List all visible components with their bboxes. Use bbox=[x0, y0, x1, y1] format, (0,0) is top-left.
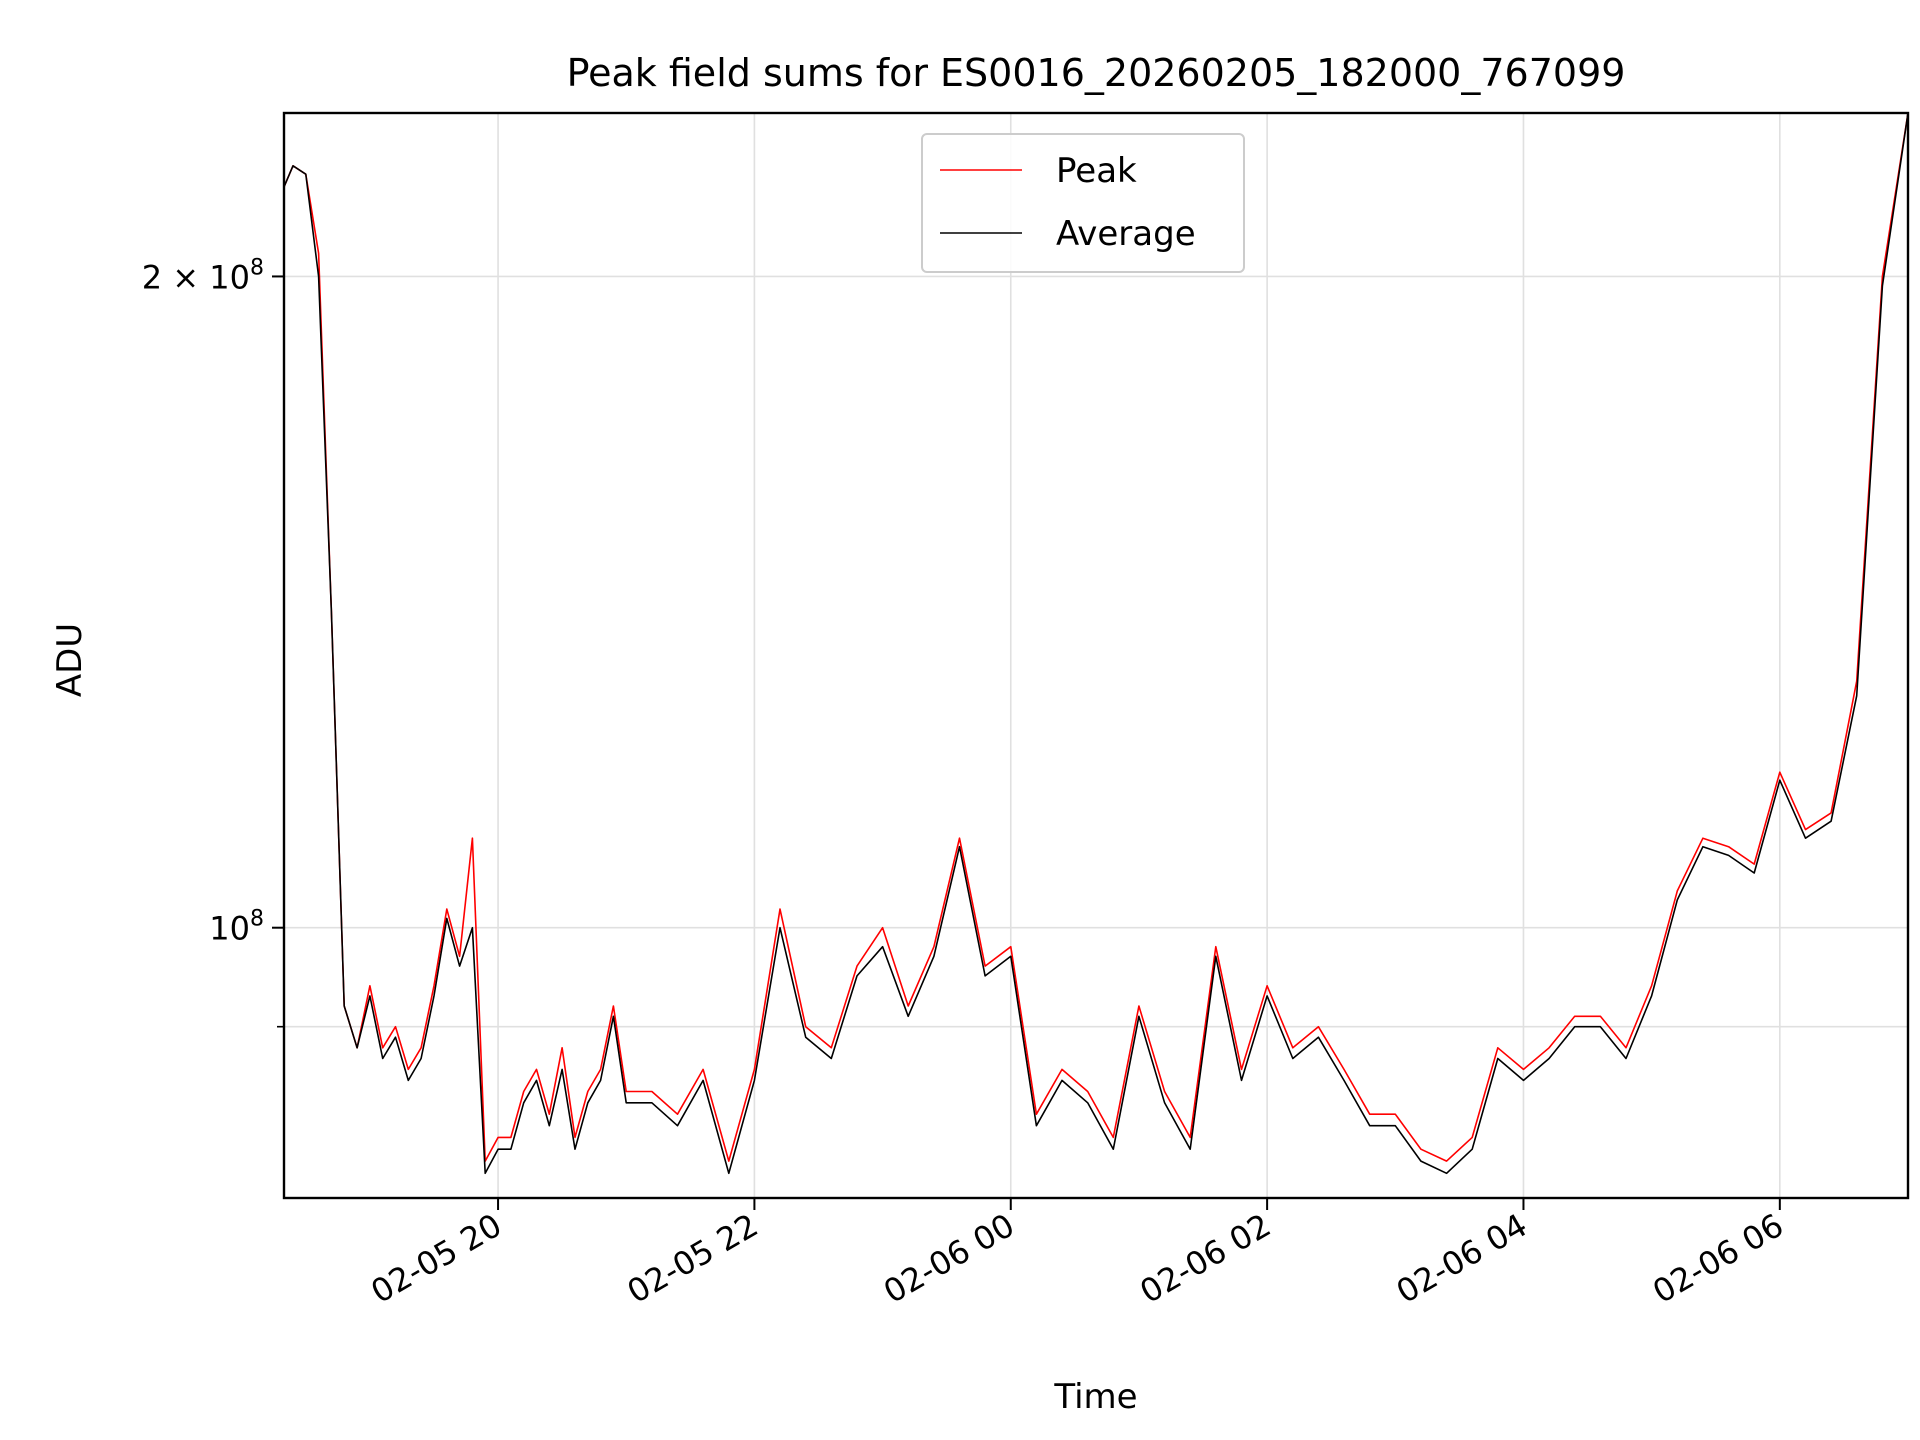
x-axis-label: Time bbox=[1053, 1377, 1137, 1417]
legend-label-average: Average bbox=[1056, 214, 1196, 254]
line-chart: Peak field sums for ES0016_20260205_1820… bbox=[0, 0, 1920, 1440]
y-tick-label: 2 × 108 bbox=[142, 255, 264, 296]
legend: Peak Average bbox=[922, 134, 1244, 272]
legend-label-peak: Peak bbox=[1056, 151, 1137, 191]
chart-title: Peak field sums for ES0016_20260205_1820… bbox=[567, 51, 1626, 95]
y-axis-label: ADU bbox=[50, 623, 90, 697]
